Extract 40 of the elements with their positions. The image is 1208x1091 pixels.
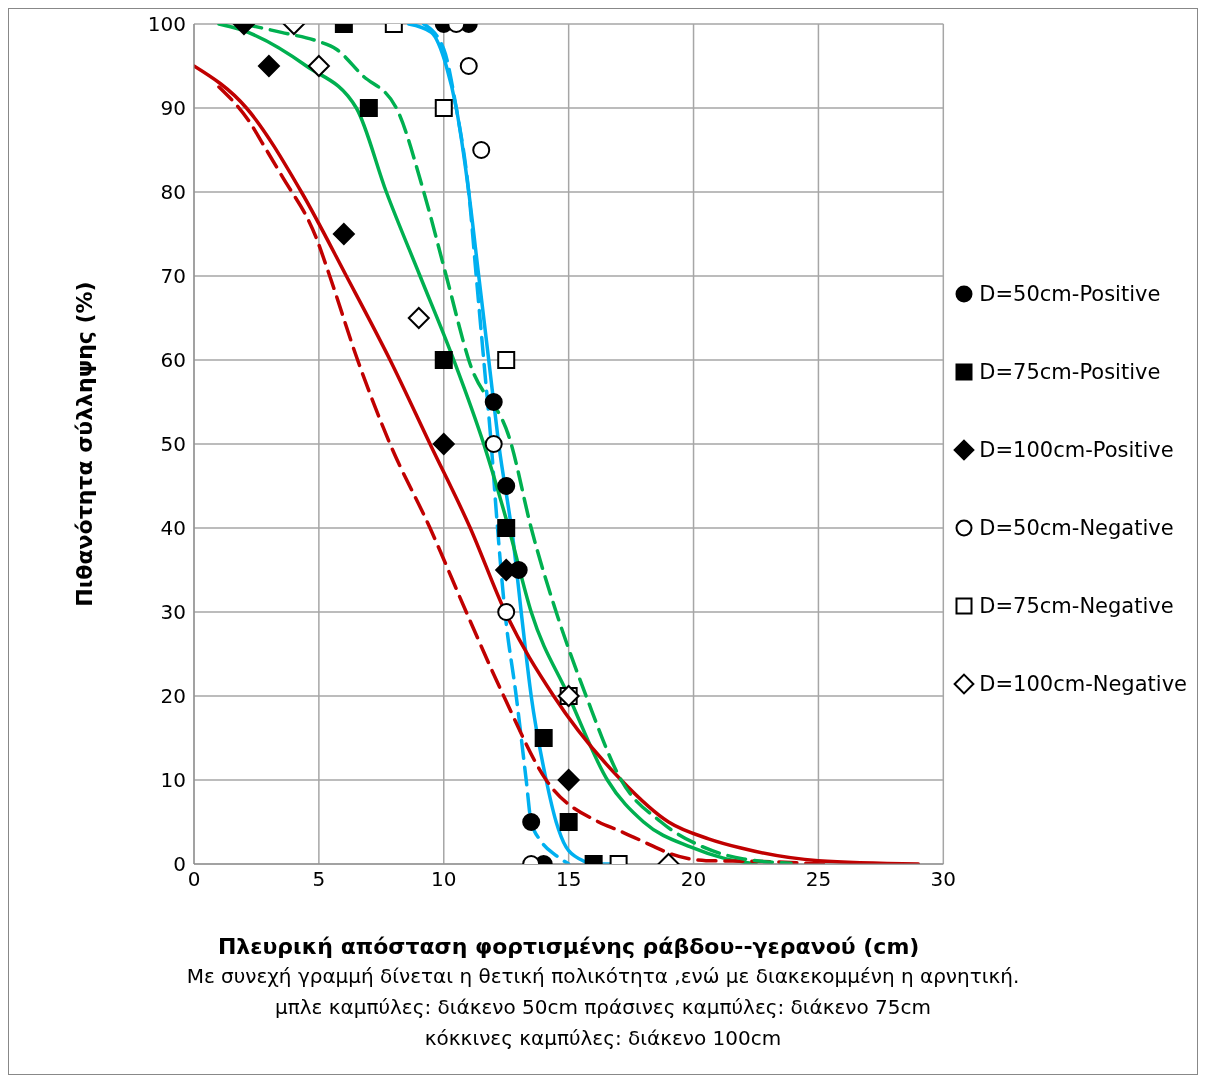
point bbox=[522, 813, 541, 831]
y-tick-label: 80 bbox=[160, 180, 186, 205]
legend-label: D=50cm-Positive bbox=[979, 282, 1161, 306]
point bbox=[497, 351, 516, 369]
text: Με συνεχή γραμμή δίνεται η θετική πολικότητα ,ενώ με διακεκομμένη η αρνητική. bbox=[185, 963, 1021, 990]
legend-label: D=100cm-Negative bbox=[979, 672, 1187, 696]
y-tick-label: 50 bbox=[160, 432, 186, 457]
line-series bbox=[194, 64, 921, 864]
legend-label: D=100cm-Positive bbox=[979, 438, 1174, 462]
y-tick-label: 10 bbox=[160, 768, 186, 793]
legend-label: D=50cm-Negative bbox=[979, 516, 1174, 540]
point bbox=[434, 351, 453, 369]
point bbox=[557, 769, 580, 791]
y-tick-label: 20 bbox=[160, 684, 186, 709]
point bbox=[534, 729, 553, 747]
legend-label: D=75cm-Positive bbox=[979, 360, 1161, 384]
y-axis-title: Πιθανότητα σύλληψης (%) bbox=[71, 281, 97, 607]
point bbox=[497, 603, 516, 621]
x-tick-label: 15 bbox=[555, 867, 582, 892]
x-tick-label: 30 bbox=[930, 867, 957, 892]
point bbox=[497, 477, 516, 495]
y-tick-label: 90 bbox=[160, 96, 186, 121]
x-axis-title: Πλευρική απόσταση φορτισμένης ράβδου--γερανού (cm) bbox=[217, 934, 920, 959]
point bbox=[484, 393, 503, 411]
x-tick-label: 5 bbox=[312, 867, 326, 892]
y-tick-label: 40 bbox=[160, 516, 186, 541]
text: κόκκινες καμπύλες: διάκενο 100cm bbox=[423, 1025, 783, 1052]
y-tick-label: 70 bbox=[160, 264, 186, 289]
x-tick-label: 25 bbox=[805, 867, 832, 892]
legend-label: D=75cm-Negative bbox=[979, 594, 1174, 618]
x-tick-label: 20 bbox=[680, 867, 707, 892]
text: μπλε καμπύλες: διάκενο 50cm πράσινες καμπύλες: διάκενο 75cm bbox=[273, 994, 933, 1021]
y-tick-label: 60 bbox=[160, 348, 186, 373]
point bbox=[559, 813, 578, 831]
y-tick-label: 100 bbox=[147, 12, 186, 37]
point bbox=[497, 519, 516, 537]
point bbox=[432, 433, 455, 455]
y-tick-label: 30 bbox=[160, 600, 186, 625]
point bbox=[484, 435, 503, 453]
x-tick-label: 10 bbox=[431, 867, 457, 892]
